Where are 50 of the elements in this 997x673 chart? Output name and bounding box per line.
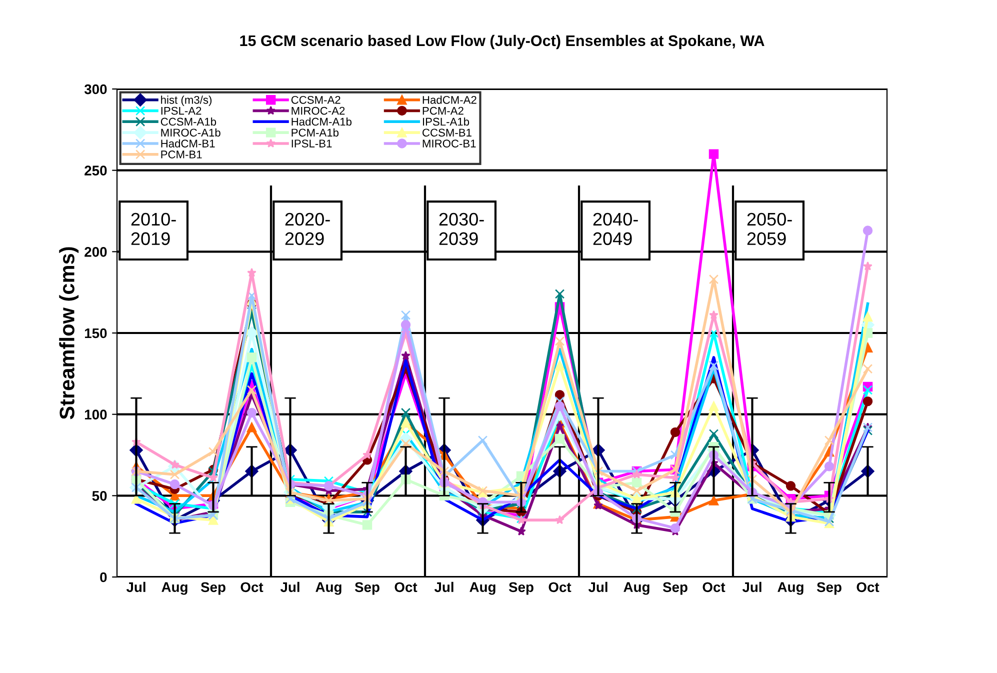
x-tick-label: Sep [662,582,688,595]
x-tick-label: Aug [316,582,342,595]
x-tick-label: Sep [200,582,226,595]
legend-label: MIROC-B1 [422,140,476,148]
annotation: 2030- 2039 [439,212,484,246]
x-tick-label: Jul [280,582,300,592]
x-tick-label: Jul [588,582,608,592]
x-tick-label: Jul [742,582,762,592]
y-tick-label: 50 [92,491,107,501]
legend-label: HadCM-A2 [422,96,476,104]
x-tick-label: Jul [434,582,454,592]
legend-label: HadCM-B1 [161,139,215,148]
x-tick-label: Oct [856,582,880,592]
legend-label: MIROC-A2 [292,106,345,115]
legend-label: HadCM-A1b [292,117,352,126]
legend-label: CCSM-A2 [291,96,340,104]
x-tick-label: Aug [778,582,804,595]
x-tick-label: Aug [162,582,188,595]
x-tick-label: Aug [624,582,650,595]
legend-label: PCM-A1b [292,128,339,137]
annotation: 2010- 2019 [131,212,176,246]
x-tick-label: Oct [394,582,418,592]
annotation: 2040- 2049 [593,212,638,246]
legend-label: IPSL-A1b [422,117,470,126]
y-tick-label: 250 [84,166,107,176]
annotation: 2050- 2059 [747,212,792,246]
x-tick-label: Jul [126,582,146,592]
chart-title: 15 GCM scenario based Low Flow (July-Oct) Ensembles at Spokane, WA [240,34,764,50]
x-tick-label: Oct [702,582,726,592]
legend-label: PCM-B1 [161,150,202,158]
legend-label: IPSL-B1 [292,140,332,148]
x-tick-label: Oct [240,582,264,592]
x-tick-label: Oct [548,582,572,592]
x-tick-label: Sep [508,582,534,595]
legend-label: PCM-A2 [422,106,464,115]
x-tick-label: Aug [470,582,496,595]
legend-label: IPSL-A2 [161,106,202,115]
x-tick-label: Sep [354,582,380,595]
y-tick-label: 300 [84,84,107,94]
y-tick-label: 150 [84,328,107,338]
y-tick-label: 200 [84,247,107,257]
x-tick-label: Sep [816,582,842,595]
legend-label: MIROC-A1b [161,128,220,137]
legend-label: hist (m3/s) [161,96,212,106]
y-tick-label: 0 [100,572,107,582]
y-tick-label: 100 [84,410,107,420]
y-axis-title: Streamflow (cms) [59,247,79,420]
legend-label: CCSM-B1 [422,128,472,137]
annotation: 2020- 2029 [285,212,330,246]
legend-label: CCSM-A1b [160,117,216,126]
